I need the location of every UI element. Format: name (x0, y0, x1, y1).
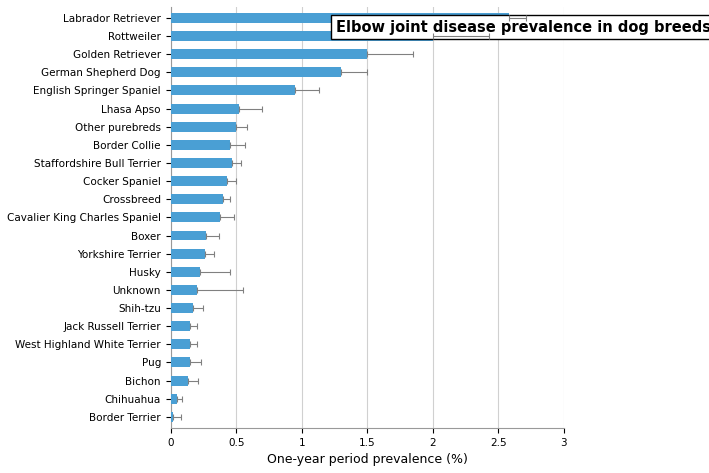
Bar (171, 67, 341, 77)
Bar (171, 49, 367, 59)
Bar (171, 303, 193, 313)
Bar (171, 267, 199, 277)
Bar (171, 140, 230, 150)
Bar (171, 376, 188, 385)
Bar (171, 86, 295, 96)
Bar (171, 358, 190, 368)
Bar (171, 122, 236, 131)
Bar (171, 412, 173, 422)
Bar (171, 13, 509, 23)
Bar (171, 31, 432, 41)
Bar (171, 104, 239, 114)
Bar (171, 158, 233, 168)
Bar (171, 249, 205, 259)
Bar (171, 321, 190, 331)
Bar (171, 176, 227, 186)
Bar (171, 194, 223, 204)
Bar (171, 230, 206, 240)
Bar (171, 212, 220, 222)
Bar (171, 285, 197, 295)
X-axis label: One-year period prevalence (%): One-year period prevalence (%) (267, 453, 468, 466)
Bar (171, 394, 177, 404)
Text: Elbow joint disease prevalence in dog breeds in the UK: Elbow joint disease prevalence in dog br… (336, 19, 709, 35)
Bar (171, 339, 190, 350)
